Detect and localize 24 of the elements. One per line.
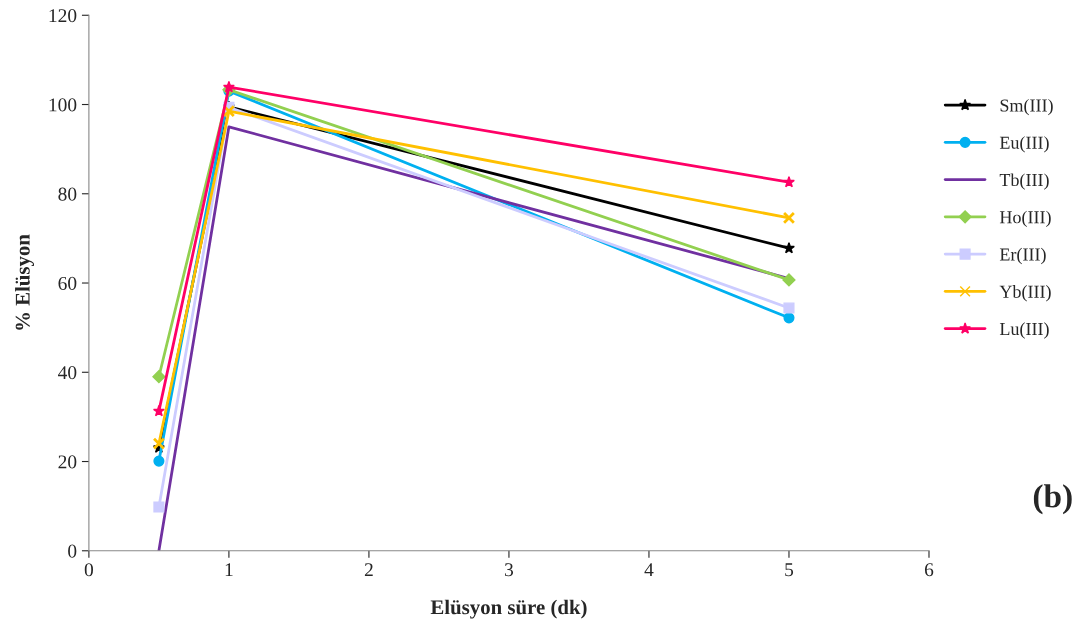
y-tick-label: 20 — [58, 455, 77, 469]
x-tick-label: 3 — [505, 563, 514, 577]
x-tick-label: 6 — [924, 563, 934, 577]
x-tick-label: 4 — [644, 563, 654, 577]
y-tick-label: 100 — [49, 98, 77, 112]
text: (b) — [1033, 484, 1072, 515]
legend-label: Tb(III) — [999, 173, 1049, 190]
x-axis-title: Elüsyon süre (dk) — [430, 599, 587, 619]
legend-label: Yb(III) — [999, 285, 1051, 302]
y-tick-label: 80 — [58, 187, 77, 201]
legend-label: Er(III) — [999, 247, 1046, 265]
y-tick-label: 0 — [68, 544, 77, 558]
y-axis-title: % Elüsyon — [15, 234, 35, 330]
legend-label: Ho(III) — [999, 210, 1051, 227]
x-tick-label: 5 — [785, 563, 794, 577]
legend-label: Eu(III) — [999, 136, 1049, 153]
legend-label: Sm(III) — [1000, 98, 1053, 116]
y-tick-label: 60 — [58, 276, 77, 290]
y-tick-label: 120 — [49, 9, 77, 23]
x-tick-label: 2 — [364, 563, 373, 577]
y-tick-label: 40 — [58, 366, 77, 380]
x-tick-label: 1 — [225, 563, 233, 577]
x-tick-label: 0 — [84, 563, 94, 577]
legend-label: Lu(III) — [999, 322, 1049, 339]
